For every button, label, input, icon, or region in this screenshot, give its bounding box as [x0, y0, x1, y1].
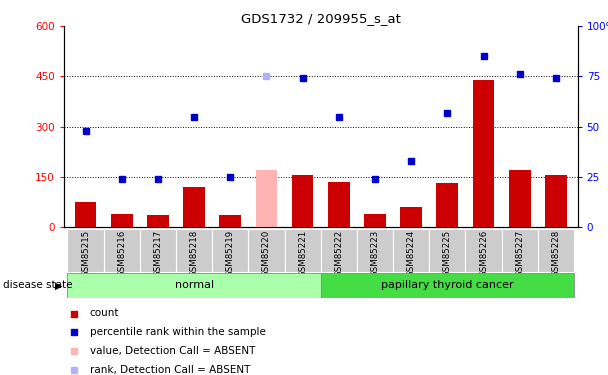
Bar: [111, 213, 133, 227]
Title: GDS1732 / 209955_s_at: GDS1732 / 209955_s_at: [241, 12, 401, 25]
Text: GSM85224: GSM85224: [407, 230, 416, 277]
Bar: [502, 229, 537, 272]
Text: value, Detection Call = ABSENT: value, Detection Call = ABSENT: [89, 346, 255, 356]
Bar: [285, 229, 320, 272]
Text: GSM85216: GSM85216: [117, 230, 126, 277]
Text: GSM85217: GSM85217: [153, 230, 162, 277]
Text: GSM85225: GSM85225: [443, 230, 452, 277]
Bar: [147, 215, 169, 227]
Bar: [538, 229, 574, 272]
Bar: [67, 229, 103, 272]
Bar: [292, 175, 314, 227]
Text: GSM85228: GSM85228: [551, 230, 561, 277]
Bar: [255, 170, 277, 227]
Bar: [393, 229, 429, 272]
Text: count: count: [89, 309, 119, 318]
Bar: [321, 273, 574, 298]
Bar: [364, 213, 386, 227]
Text: ▶: ▶: [55, 280, 63, 290]
Bar: [219, 215, 241, 227]
Text: GSM85223: GSM85223: [370, 230, 379, 277]
Bar: [176, 229, 212, 272]
Bar: [212, 229, 248, 272]
Bar: [67, 273, 321, 298]
Bar: [472, 80, 494, 227]
Text: GSM85227: GSM85227: [515, 230, 524, 277]
Text: papillary thyroid cancer: papillary thyroid cancer: [381, 280, 514, 290]
Bar: [437, 183, 458, 227]
Bar: [357, 229, 393, 272]
Text: GSM85220: GSM85220: [262, 230, 271, 277]
Bar: [328, 182, 350, 227]
Bar: [104, 229, 140, 272]
Bar: [75, 202, 97, 227]
Text: GSM85218: GSM85218: [190, 230, 199, 277]
Bar: [249, 229, 285, 272]
Text: rank, Detection Call = ABSENT: rank, Detection Call = ABSENT: [89, 365, 250, 375]
Text: GSM85215: GSM85215: [81, 230, 90, 277]
Bar: [321, 229, 357, 272]
Text: GSM85219: GSM85219: [226, 230, 235, 277]
Bar: [545, 175, 567, 227]
Bar: [183, 187, 205, 227]
Text: normal: normal: [174, 280, 213, 290]
Text: GSM85222: GSM85222: [334, 230, 344, 277]
Bar: [400, 207, 422, 227]
Text: disease state: disease state: [3, 280, 72, 290]
Bar: [466, 229, 502, 272]
Text: GSM85226: GSM85226: [479, 230, 488, 277]
Bar: [429, 229, 465, 272]
Bar: [140, 229, 176, 272]
Text: GSM85221: GSM85221: [298, 230, 307, 277]
Text: percentile rank within the sample: percentile rank within the sample: [89, 327, 266, 337]
Bar: [509, 170, 531, 227]
